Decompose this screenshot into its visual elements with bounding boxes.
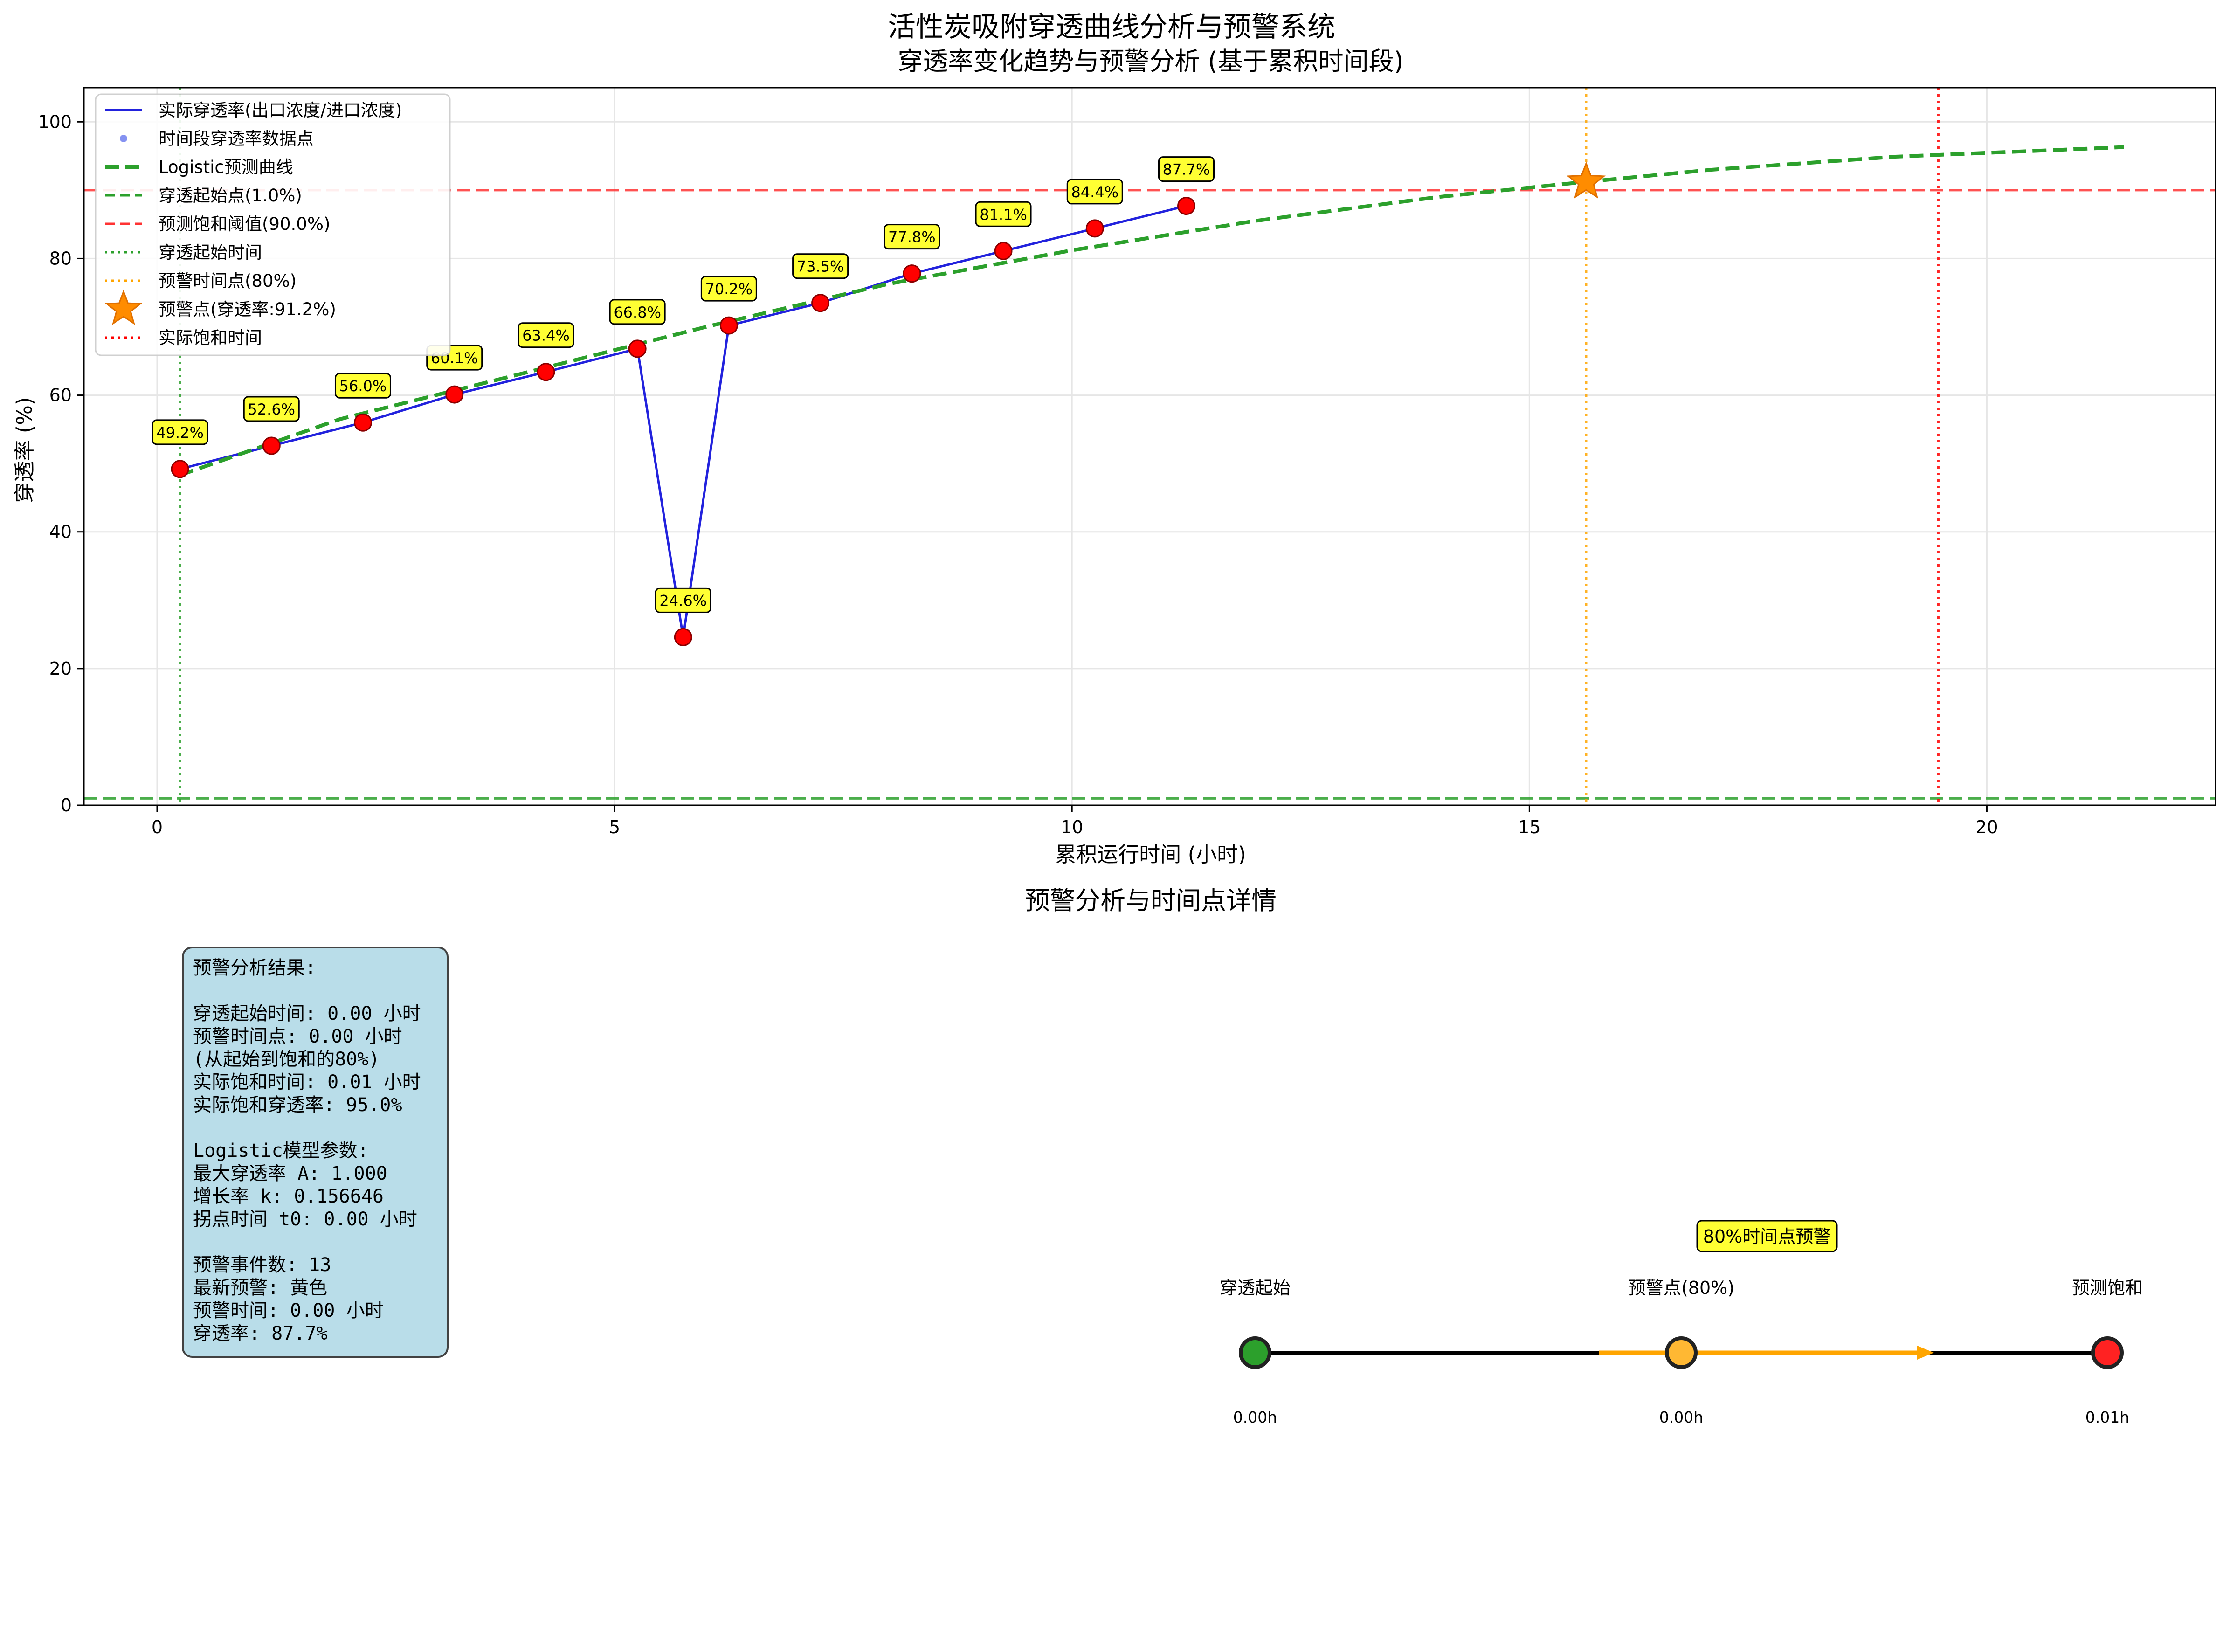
legend-box [95, 93, 451, 356]
timeline-point-time: 0.01h [2085, 1408, 2129, 1426]
data-label: 77.8% [888, 228, 936, 246]
timeline-callout-text: 80%时间点预警 [1703, 1226, 1831, 1247]
legend-swatch [104, 289, 143, 325]
data-label: 24.6% [659, 592, 707, 609]
legend-label: 穿透起始点(1.0%) [159, 186, 302, 206]
timeline-callout-box [1696, 1220, 1838, 1252]
legend-label: 预警点(穿透率:91.2%) [159, 299, 336, 319]
data-label: 87.7% [1163, 161, 1210, 179]
data-label: 70.2% [705, 280, 753, 298]
legend-label: 实际穿透率(出口浓度/进口浓度) [159, 100, 402, 120]
y-tick-label: 60 [49, 385, 72, 406]
warning-analysis-box [182, 947, 449, 1358]
data-label-box [655, 587, 711, 613]
data-point [903, 264, 921, 283]
x-tick-label: 15 [1518, 817, 1540, 837]
figure-suptitle: 活性炭吸附穿透曲线分析与预警系统 [888, 11, 1335, 43]
legend-label: 时间段穿透率数据点 [159, 129, 314, 149]
data-label: 73.5% [797, 258, 844, 276]
y-tick-label: 0 [61, 795, 72, 816]
data-label-box [609, 299, 666, 325]
data-point [171, 460, 189, 478]
timeline-panel: 穿透起始 0.00h 预警点(80%) 0.00h 预测饱和 0.01h 80%时间点预警 [1220, 1220, 2143, 1426]
data-point [719, 316, 738, 335]
y-tick-label: 20 [49, 658, 72, 679]
data-label: 56.0% [339, 377, 387, 395]
plot-area: 0 5 10 15 2002040608010049.2%52.6%56.0%60.1%… [38, 87, 2216, 837]
data-point [994, 242, 1013, 260]
warning-star-marker [1566, 161, 1606, 199]
data-label: 84.4% [1071, 183, 1118, 201]
data-point [674, 628, 692, 646]
data-label-box [243, 396, 300, 422]
timeline-point [1239, 1336, 1271, 1369]
timeline-point-label: 预警点(80%) [1628, 1278, 1734, 1298]
data-point [1177, 197, 1195, 215]
data-point [1085, 219, 1104, 238]
data-point [353, 413, 372, 432]
timeline-warning-arrowhead [1917, 1346, 1934, 1360]
y-tick-label: 80 [49, 248, 72, 269]
legend-label: 预警时间点(80%) [159, 271, 297, 291]
data-label-box [884, 224, 940, 250]
data-label-box [792, 253, 849, 279]
bottom-panel-title: 预警分析与时间点详情 [1025, 886, 1277, 915]
data-label-box [1066, 179, 1123, 205]
data-point [445, 385, 464, 404]
x-tick-label: 10 [1061, 817, 1083, 837]
data-point [811, 294, 830, 312]
top-chart-title: 穿透率变化趋势与预警分析 (基于累积时间段) [897, 47, 1403, 76]
legend-label: 穿透起始时间 [159, 242, 262, 263]
y-axis-label: 穿透率 (%) [12, 397, 37, 503]
data-label-box [975, 201, 1032, 227]
y-tick-label: 40 [49, 522, 72, 542]
data-label-box [518, 322, 574, 348]
x-tick-label: 0 [152, 817, 163, 837]
data-label: 63.4% [522, 327, 570, 345]
timeline-point-label: 穿透起始 [1220, 1278, 1291, 1298]
legend-label: 实际饱和时间 [159, 328, 262, 348]
timeline-point-label: 预测饱和 [2072, 1278, 2143, 1298]
data-label: 66.8% [614, 304, 661, 321]
data-label-box [334, 373, 391, 399]
x-axis-label: 累积运行时间 (小时) [1055, 842, 1246, 867]
timeline-point [1665, 1336, 1698, 1369]
data-label-box [1158, 156, 1215, 182]
y-tick-label: 100 [38, 111, 72, 132]
timeline-point-time: 0.00h [1233, 1408, 1277, 1426]
data-point [537, 363, 555, 381]
legend-label: 预测饱和阈值(90.0%) [159, 214, 330, 234]
data-label-box [152, 419, 208, 445]
timeline-point [2091, 1336, 2124, 1369]
logistic-prediction-curve [179, 145, 2124, 477]
data-label-box [700, 276, 757, 302]
data-point [628, 339, 647, 358]
plot-frame [83, 87, 2216, 806]
x-tick-label: 5 [609, 817, 620, 837]
legend-label: Logistic预测曲线 [159, 157, 293, 177]
data-label: 81.1% [980, 206, 1027, 223]
timeline-point-time: 0.00h [1659, 1408, 1703, 1426]
legend-swatch [120, 135, 127, 142]
x-tick-label: 20 [1975, 817, 1998, 837]
data-label: 52.6% [248, 401, 295, 418]
data-point [262, 436, 281, 455]
data-label: 49.2% [156, 424, 204, 442]
warning-analysis-text: 预警分析结果: 穿透起始时间: 0.00 小时 预警时间点: 0.00 小时 (… [193, 957, 421, 1344]
